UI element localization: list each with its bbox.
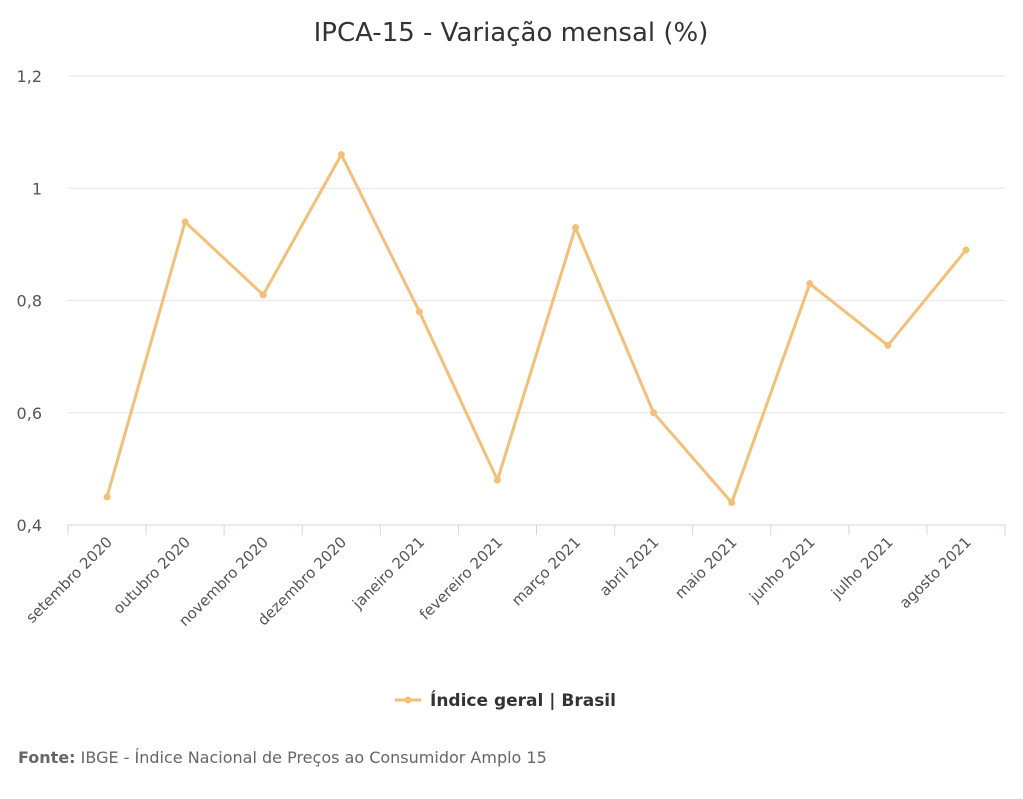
- x-tick-label: outubro 2020: [109, 533, 194, 618]
- x-tick-label: fevereiro 2021: [416, 533, 506, 623]
- y-axis: 0,4 0,6 0,8 1 1,2: [17, 67, 42, 535]
- x-tick-label: julho 2021: [827, 533, 897, 603]
- legend-label: Índice geral | Brasil: [430, 689, 616, 711]
- legend-point-marker: [404, 696, 412, 704]
- data-point[interactable]: [806, 280, 814, 288]
- plot-area: [103, 151, 970, 507]
- data-point[interactable]: [728, 499, 736, 507]
- x-tick-label: junho 2021: [745, 533, 818, 606]
- x-tick-label: março 2021: [508, 533, 584, 609]
- data-point[interactable]: [572, 224, 580, 232]
- data-point[interactable]: [337, 151, 345, 159]
- x-tick-label: abril 2021: [596, 533, 663, 600]
- data-point[interactable]: [259, 291, 267, 299]
- x-tick-label: maio 2021: [671, 533, 740, 602]
- y-tick-label: 0,8: [17, 292, 42, 311]
- x-tick-label: agosto 2021: [896, 533, 975, 612]
- data-point[interactable]: [493, 476, 501, 484]
- source-note: Fonte: IBGE - Índice Nacional de Preços …: [18, 748, 547, 767]
- data-point[interactable]: [103, 493, 111, 501]
- source-label: Fonte:: [18, 748, 76, 767]
- gridlines: [68, 75, 1005, 414]
- y-tick-label: 0,6: [17, 404, 42, 423]
- y-tick-label: 1,2: [17, 67, 42, 86]
- legend[interactable]: Índice geral | Brasil: [395, 689, 616, 711]
- data-point[interactable]: [181, 218, 189, 226]
- x-tick-label: janeiro 2021: [348, 533, 428, 613]
- data-point[interactable]: [415, 308, 423, 316]
- y-tick-label: 1: [32, 179, 42, 198]
- source-text: IBGE - Índice Nacional de Preços ao Cons…: [80, 748, 547, 767]
- x-tick-label: setembro 2020: [22, 533, 116, 627]
- series-line: [105, 153, 968, 505]
- y-tick-label: 0,4: [17, 516, 42, 535]
- chart-title: IPCA-15 - Variação mensal (%): [314, 18, 709, 48]
- data-point[interactable]: [650, 409, 658, 417]
- data-point[interactable]: [962, 246, 970, 254]
- data-point[interactable]: [884, 341, 892, 349]
